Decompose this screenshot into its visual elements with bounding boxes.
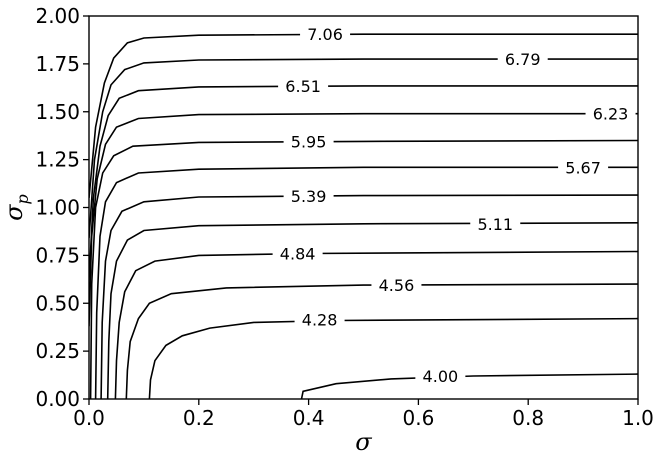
contour-label: 6.23 — [593, 105, 629, 124]
y-tick-label: 0.25 — [35, 339, 80, 363]
contour-line-6.51 — [89, 85, 638, 281]
y-tick-label: 1.75 — [35, 52, 80, 76]
contour-line-7.06 — [89, 33, 638, 198]
y-tick-label: 0.75 — [35, 243, 80, 267]
x-tick-label: 0.2 — [183, 406, 215, 430]
contour-label: 5.11 — [477, 215, 513, 234]
contour-label: 7.06 — [307, 25, 343, 44]
contour-label: 6.79 — [505, 50, 541, 69]
y-tick-label: 0.50 — [35, 291, 80, 315]
contour-label: 4.84 — [280, 244, 316, 263]
y-axis-label: σp — [0, 194, 32, 221]
contour-line-6.79 — [89, 58, 638, 239]
y-axis-ticks: 0.00 0.25 0.50 0.75 1.00 1.25 1.50 1.75 2.00 — [35, 4, 89, 411]
contour-label: 5.39 — [291, 187, 327, 206]
contour-line-5.95 — [89, 139, 638, 399]
contour-label: 5.67 — [565, 158, 601, 177]
x-axis-ticks: 0.0 0.2 0.4 0.6 0.8 1.0 — [73, 399, 654, 430]
x-tick-label: 0.0 — [73, 406, 105, 430]
x-tick-label: 0.8 — [512, 406, 544, 430]
contour-labels: 4.00 4.28 4.56 4.84 5.11 5.39 5.67 5.95 6.23 6.51… — [280, 25, 629, 386]
y-tick-label: 2.00 — [35, 4, 80, 28]
y-tick-label: 1.00 — [35, 196, 80, 220]
contour-line-5.39 — [100, 194, 638, 399]
contour-line-6.23 — [89, 112, 638, 327]
x-tick-label: 0.4 — [293, 406, 325, 430]
svg-text:σp: σp — [0, 194, 32, 221]
contour-label: 4.00 — [423, 367, 459, 386]
contour-label: 4.28 — [302, 311, 338, 330]
contour-line-4.00 — [300, 373, 638, 399]
contour-label: 4.56 — [379, 276, 415, 295]
x-axis-label: σ — [355, 428, 372, 456]
contour-line-4.28 — [148, 317, 638, 399]
contour-label: 6.51 — [285, 77, 321, 96]
y-tick-label: 1.50 — [35, 100, 80, 124]
contour-line-5.67 — [94, 166, 638, 399]
contour-line-4.84 — [114, 250, 638, 399]
x-tick-label: 0.6 — [402, 406, 434, 430]
y-axis-label-main: σ — [0, 204, 28, 221]
contour-label: 5.95 — [291, 132, 327, 151]
x-tick-label: 1.0 — [622, 406, 654, 430]
y-axis-label-subscript: p — [13, 194, 32, 204]
contour-line-5.11 — [106, 222, 638, 399]
y-tick-label: 0.00 — [35, 387, 80, 411]
y-tick-label: 1.25 — [35, 148, 80, 172]
contour-lines — [89, 33, 638, 399]
contour-line-4.56 — [125, 283, 638, 399]
